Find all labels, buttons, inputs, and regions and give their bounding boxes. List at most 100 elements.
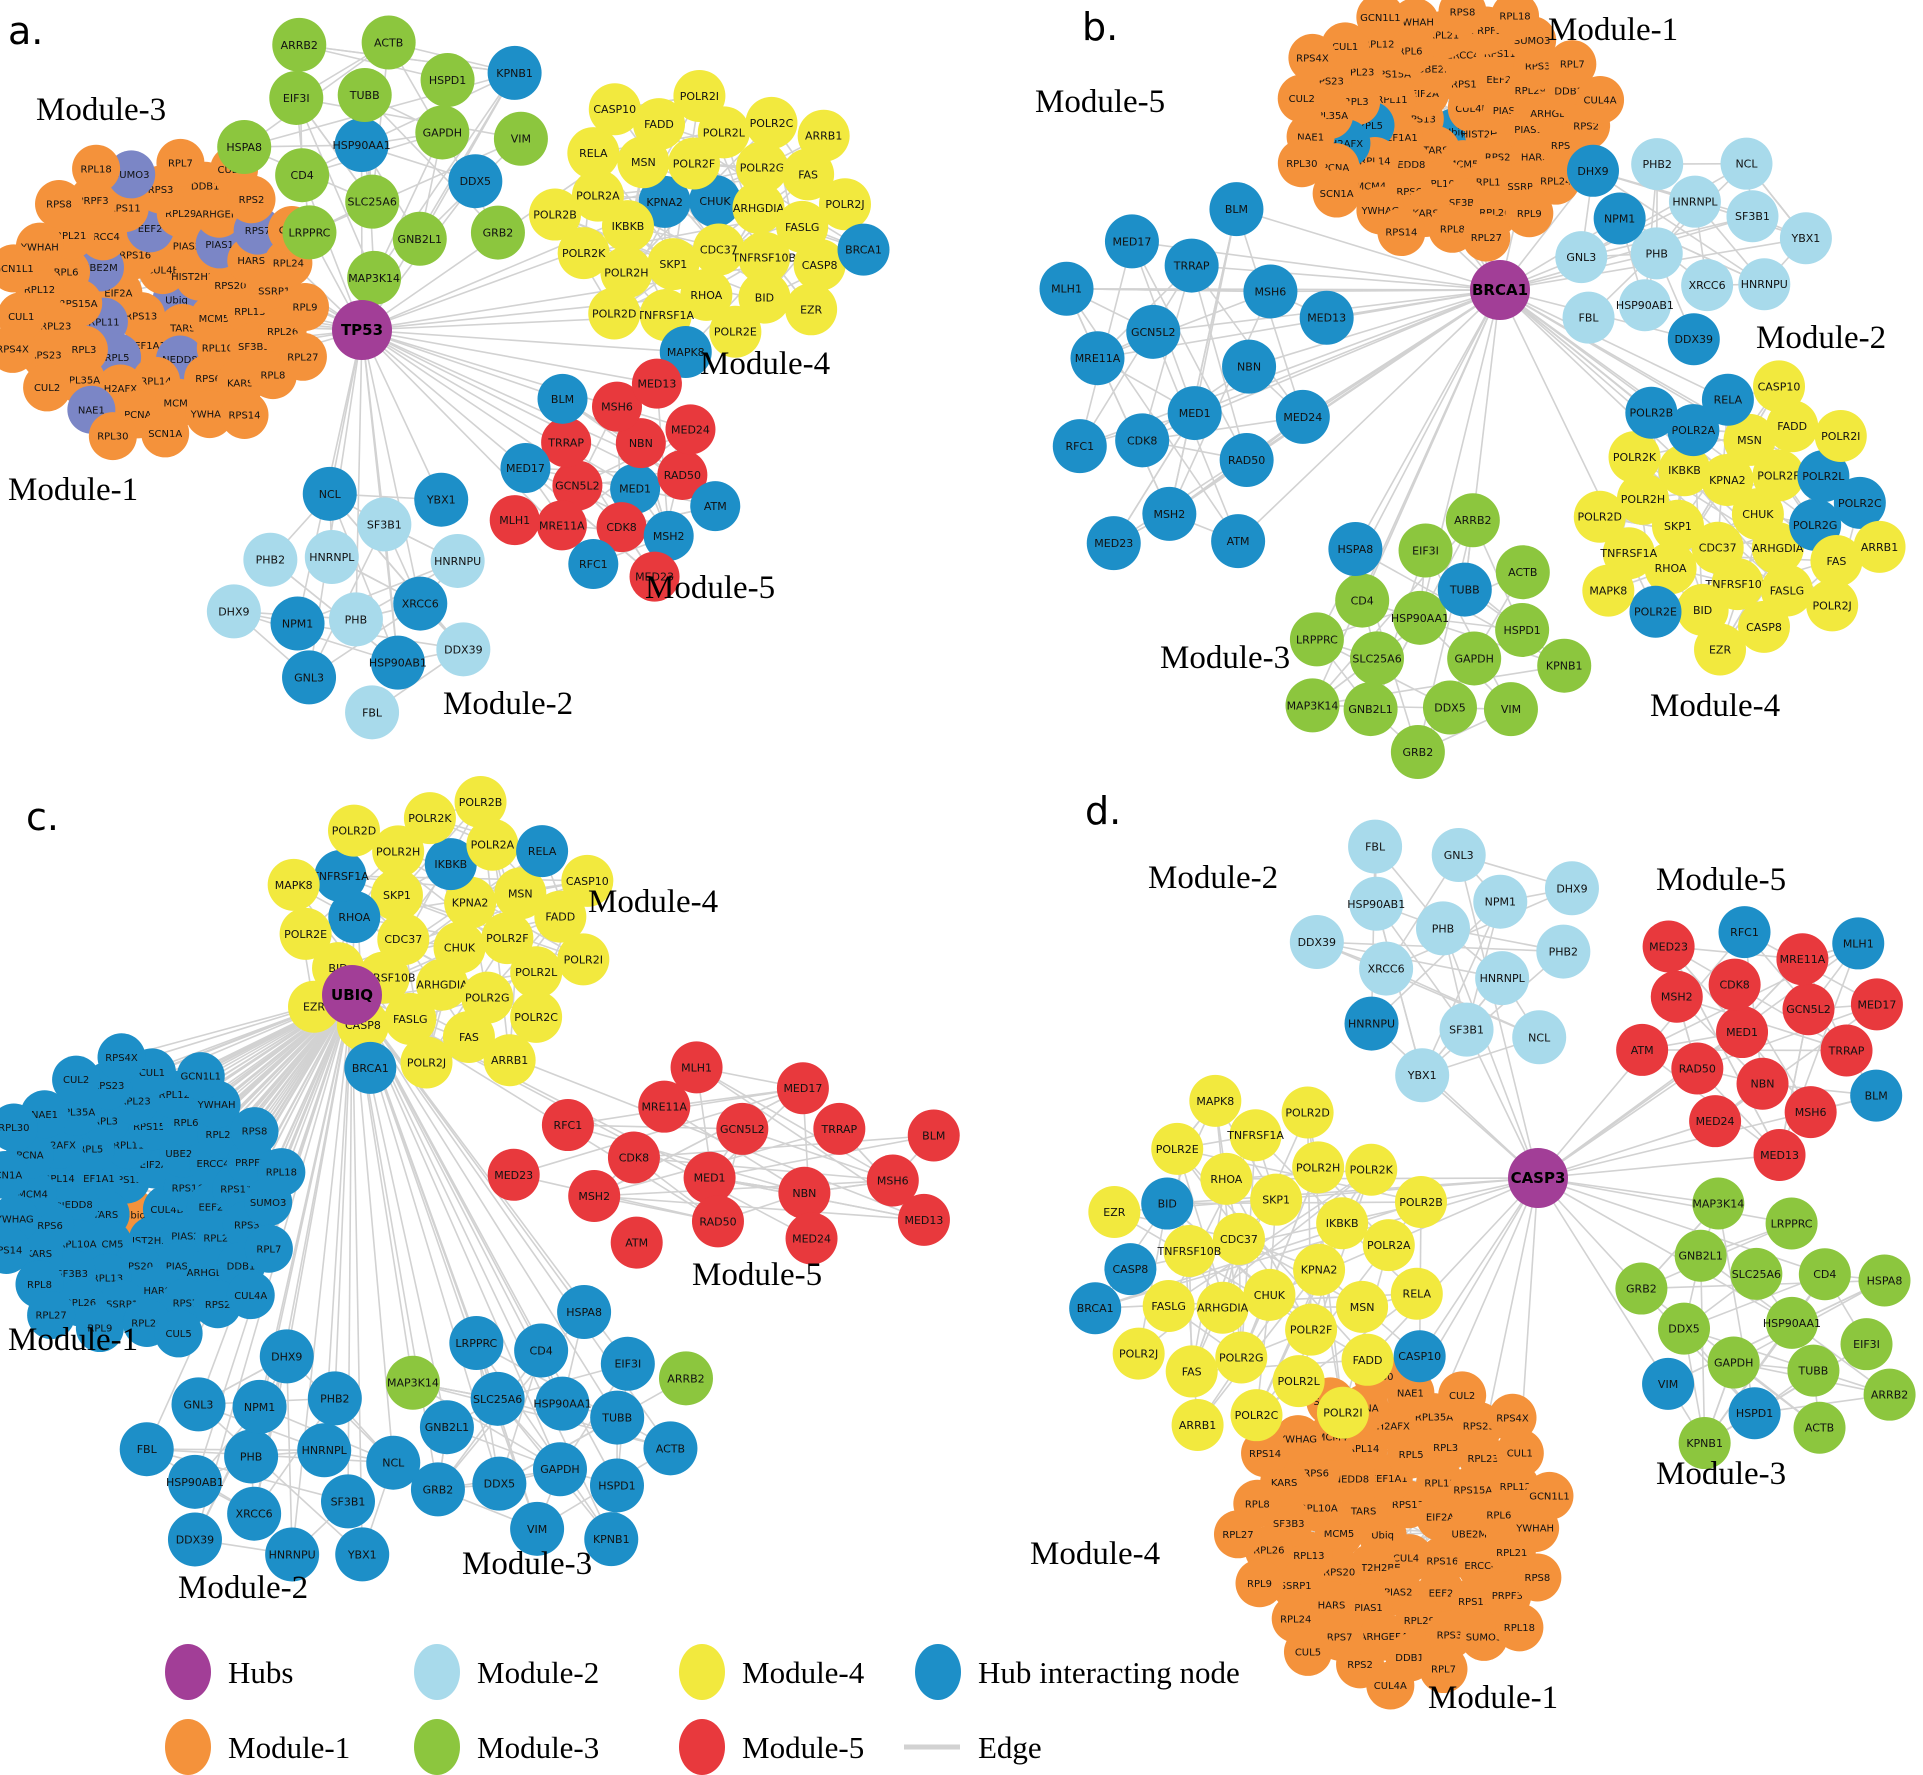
node-HNRNPL[interactable]: [1475, 951, 1530, 1006]
node-VIM[interactable]: [493, 111, 548, 166]
node-ATM[interactable]: [1616, 1023, 1669, 1076]
node-MSN[interactable]: [494, 867, 547, 920]
node-POLR2F[interactable]: [1752, 449, 1805, 502]
node-RELA[interactable]: [1701, 373, 1754, 426]
node-ATM[interactable]: [610, 1216, 663, 1269]
node-POLR2H[interactable]: [600, 246, 653, 299]
node-PHB[interactable]: [1415, 901, 1470, 956]
node-ACTB[interactable]: [361, 15, 416, 70]
node-MED23[interactable]: [1086, 516, 1141, 571]
node-TUBB[interactable]: [1787, 1344, 1840, 1397]
node-HSPD1[interactable]: [1495, 602, 1550, 657]
node-ARHGDIA[interactable]: [1196, 1281, 1249, 1334]
node-MLH1[interactable]: [1832, 917, 1885, 970]
node-PHB[interactable]: [328, 592, 383, 647]
node-FAS[interactable]: [1810, 534, 1863, 587]
node-SKP1[interactable]: [1250, 1173, 1303, 1226]
node-RPL18[interactable]: [1491, 0, 1540, 41]
node-NPM1[interactable]: [1593, 192, 1646, 245]
node-RPL18[interactable]: [1495, 1603, 1544, 1652]
node-FBL[interactable]: [1562, 291, 1615, 344]
node-IKBKB[interactable]: [1658, 444, 1711, 497]
node-POLR2C[interactable]: [745, 96, 798, 149]
node-CDC37[interactable]: [692, 223, 745, 276]
node-SKP1[interactable]: [1651, 499, 1704, 552]
node-GCN1L1[interactable]: [176, 1052, 225, 1101]
node-PHB2[interactable]: [307, 1371, 362, 1426]
node-VIM[interactable]: [510, 1501, 565, 1556]
node-MED24[interactable]: [1689, 1095, 1742, 1148]
node-CASP10[interactable]: [1393, 1330, 1446, 1383]
node-MRE11A[interactable]: [536, 500, 587, 551]
node-BLM[interactable]: [1209, 182, 1264, 237]
node-NPM1[interactable]: [270, 596, 325, 651]
node-YBX1[interactable]: [1395, 1048, 1450, 1103]
node-CDK8[interactable]: [1115, 413, 1170, 468]
node-RHOA[interactable]: [680, 268, 733, 321]
node-YBX1[interactable]: [414, 472, 469, 527]
node-YBX1[interactable]: [1779, 212, 1832, 265]
node-KPNB1[interactable]: [584, 1512, 639, 1567]
node-MAPK8[interactable]: [1582, 564, 1635, 617]
node-HSP90AB1[interactable]: [167, 1454, 222, 1509]
node-TUBB[interactable]: [337, 68, 392, 123]
node-MSH6[interactable]: [1243, 264, 1298, 319]
node-TNFRSF1A[interactable]: [1229, 1109, 1282, 1162]
hub-node-UBIQ[interactable]: [322, 965, 382, 1025]
node-HSP90AB1[interactable]: [1618, 279, 1671, 332]
node-SF3B1[interactable]: [1439, 1002, 1494, 1057]
node-CDK8[interactable]: [607, 1131, 660, 1184]
node-SF3B1[interactable]: [320, 1474, 375, 1529]
node-MSN[interactable]: [1336, 1280, 1389, 1333]
node-MED24[interactable]: [665, 404, 716, 455]
node-TUBB[interactable]: [590, 1390, 645, 1445]
node-MED13[interactable]: [1299, 290, 1354, 345]
node-GNB2L1[interactable]: [1343, 682, 1398, 737]
node-SKP1[interactable]: [370, 869, 423, 922]
node-NCL[interactable]: [1512, 1010, 1567, 1065]
node-CUL2[interactable]: [1438, 1371, 1487, 1420]
node-DDX5[interactable]: [472, 1456, 527, 1511]
node-POLR2A[interactable]: [1667, 404, 1720, 457]
node-DDX5[interactable]: [448, 154, 503, 209]
node-MSH6[interactable]: [1784, 1086, 1837, 1139]
node-ARHGDIA[interactable]: [416, 958, 469, 1011]
node-POLR2K[interactable]: [403, 792, 456, 845]
node-CASP8[interactable]: [1104, 1243, 1157, 1296]
node-RAD50[interactable]: [657, 449, 708, 500]
node-RPL18[interactable]: [72, 144, 121, 193]
node-KPNA2[interactable]: [638, 175, 691, 228]
node-MED17[interactable]: [500, 442, 551, 493]
node-FASLG[interactable]: [1142, 1279, 1195, 1332]
node-ARHGDIA[interactable]: [732, 181, 785, 234]
node-MED1[interactable]: [1716, 1006, 1769, 1059]
node-MRE11A[interactable]: [1776, 933, 1829, 986]
node-RPL30[interactable]: [1277, 139, 1326, 188]
node-MED1[interactable]: [610, 463, 661, 514]
node-KPNA2[interactable]: [1293, 1243, 1346, 1296]
node-FAS[interactable]: [1165, 1345, 1218, 1398]
node-ARHGDIA[interactable]: [1751, 522, 1804, 575]
node-ARRB2[interactable]: [272, 17, 327, 72]
node-EIF3I[interactable]: [1840, 1318, 1893, 1371]
node-PHB2[interactable]: [243, 532, 298, 587]
node-FBL[interactable]: [1348, 819, 1403, 874]
node-KPNA2[interactable]: [444, 876, 497, 929]
node-HSPA8[interactable]: [1858, 1254, 1911, 1307]
node-CASP10[interactable]: [1753, 360, 1806, 413]
node-HSP90AA1[interactable]: [535, 1376, 590, 1431]
node-GAPDH[interactable]: [1447, 631, 1502, 686]
node-FADD[interactable]: [534, 890, 587, 943]
node-MAP3K14[interactable]: [1285, 678, 1340, 733]
node-MED1[interactable]: [683, 1151, 736, 1204]
node-RHOA[interactable]: [1644, 542, 1697, 595]
node-GNB2L1[interactable]: [392, 211, 447, 266]
node-LRPPRC[interactable]: [282, 205, 337, 260]
node-BLM[interactable]: [1850, 1069, 1903, 1122]
node-EZR[interactable]: [1694, 623, 1747, 676]
node-RPS4X[interactable]: [1488, 1393, 1537, 1442]
node-MED13[interactable]: [631, 358, 682, 409]
node-ARRB1[interactable]: [483, 1034, 536, 1087]
node-BID[interactable]: [1141, 1177, 1194, 1230]
node-MED24[interactable]: [785, 1212, 838, 1265]
